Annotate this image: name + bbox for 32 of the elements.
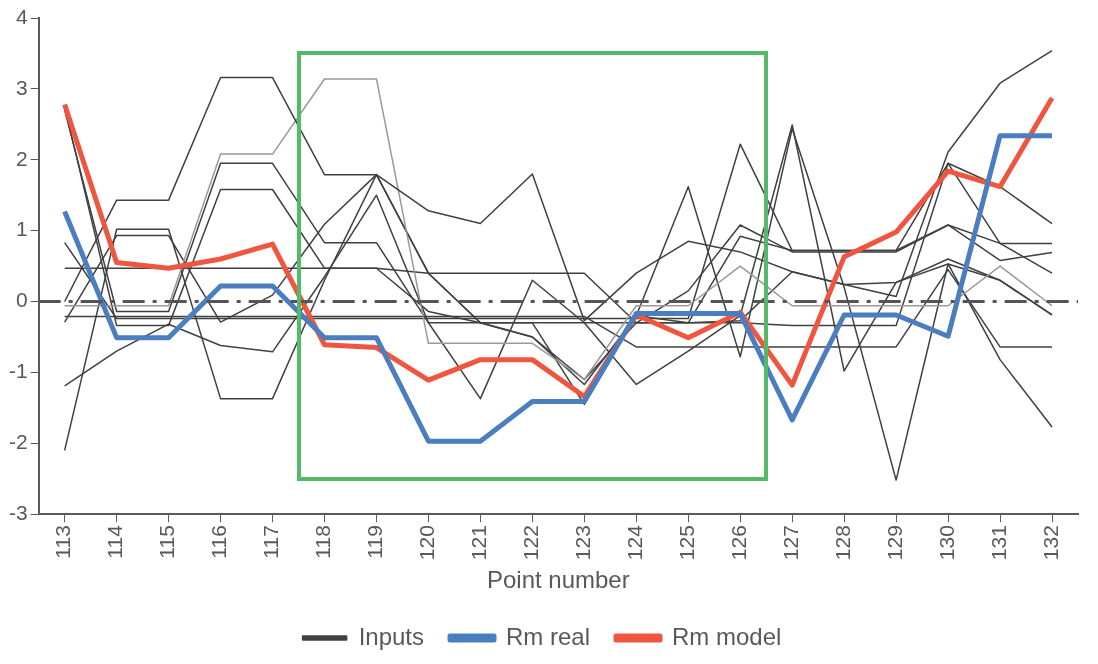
x-tick-label: 131 — [986, 525, 1010, 561]
x-tick-label: 113 — [51, 525, 75, 559]
y-tick-label: -2 — [8, 430, 28, 454]
x-tick-label: 130 — [934, 525, 958, 561]
x-tick-label: 121 — [467, 525, 491, 561]
x-axis-title: Point number — [486, 566, 630, 594]
x-tick-label: 126 — [727, 525, 751, 561]
x-tick-label: 118 — [311, 525, 335, 559]
legend-label: Rm model — [672, 622, 782, 650]
x-tick-label: 119 — [363, 525, 387, 559]
x-tick-label: 124 — [623, 524, 647, 561]
x-tick-label: 122 — [519, 525, 543, 561]
x-tick-label: 127 — [778, 525, 802, 561]
x-tick-label: 125 — [675, 525, 699, 561]
x-tick-label: 114 — [103, 524, 127, 559]
x-tick-label: 129 — [882, 525, 906, 561]
y-tick-label: -3 — [8, 500, 28, 524]
y-tick-label: 1 — [15, 217, 28, 241]
legend-label: Rm real — [506, 622, 591, 650]
x-tick-label: 115 — [155, 525, 179, 559]
y-tick-label: 0 — [15, 288, 28, 312]
x-tick-label: 117 — [259, 525, 283, 559]
legend-label: Inputs — [358, 622, 425, 650]
y-tick-label: -1 — [8, 359, 28, 383]
x-tick-label: 132 — [1038, 525, 1062, 561]
y-tick-label: 3 — [15, 75, 28, 99]
y-tick-label: 2 — [15, 146, 28, 170]
x-tick-label: 120 — [415, 525, 439, 561]
x-tick-label: 123 — [571, 525, 595, 561]
y-tick-label: 4 — [15, 4, 28, 28]
x-tick-label: 128 — [830, 525, 854, 561]
x-tick-label: 116 — [207, 525, 231, 559]
